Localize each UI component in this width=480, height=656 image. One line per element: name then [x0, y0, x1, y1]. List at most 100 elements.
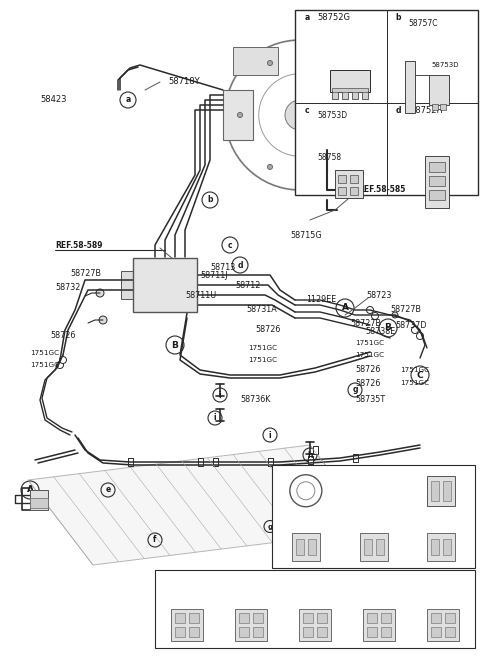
Bar [427, 476, 455, 506]
Text: 58672: 58672 [273, 472, 301, 480]
Circle shape [367, 307, 373, 313]
Bar [440, 104, 445, 110]
Text: i: i [214, 413, 216, 422]
Text: 31358P: 31358P [435, 577, 465, 586]
Text: 1751GC: 1751GC [355, 340, 384, 346]
Bar [429, 190, 444, 199]
Text: A: A [341, 304, 348, 312]
Bar [352, 91, 358, 99]
Bar [296, 539, 304, 555]
Text: A: A [26, 485, 34, 495]
Text: i: i [219, 390, 221, 400]
Text: 58715G: 58715G [290, 230, 322, 239]
Bar [431, 627, 441, 638]
Text: 31361H: 31361H [243, 577, 274, 586]
Bar [360, 533, 387, 562]
Text: 58727B: 58727B [350, 319, 381, 327]
Circle shape [372, 312, 379, 319]
Circle shape [96, 289, 104, 297]
Bar [375, 539, 384, 555]
Bar [171, 609, 203, 642]
Text: b: b [207, 195, 213, 205]
Text: 58711J: 58711J [200, 270, 228, 279]
Text: 58726: 58726 [255, 325, 280, 335]
Text: 1751GC: 1751GC [248, 345, 277, 351]
Text: h: h [335, 523, 340, 529]
Circle shape [285, 100, 315, 130]
Bar [338, 186, 346, 194]
Bar [350, 174, 358, 182]
Text: 58423: 58423 [40, 96, 67, 104]
Bar [175, 613, 185, 623]
Circle shape [99, 316, 107, 324]
Bar [429, 176, 444, 186]
Circle shape [57, 361, 63, 369]
Bar [128, 458, 132, 466]
Text: 58726: 58726 [355, 365, 380, 375]
Text: 58726: 58726 [355, 379, 380, 388]
Text: h: h [358, 577, 364, 586]
Circle shape [238, 112, 242, 117]
Text: 58736K: 58736K [240, 396, 270, 405]
Circle shape [267, 60, 273, 66]
Bar [267, 458, 273, 466]
Bar [431, 539, 439, 555]
Text: g: g [294, 577, 300, 586]
Bar [350, 186, 358, 194]
Bar [233, 47, 278, 75]
Text: 58753D: 58753D [317, 111, 347, 120]
Text: d: d [237, 260, 243, 270]
Bar [363, 609, 395, 642]
Text: 58732: 58732 [55, 283, 80, 293]
Text: 58753D: 58753D [432, 62, 459, 68]
Text: B: B [384, 323, 391, 333]
Text: g: g [352, 386, 358, 394]
Bar [342, 91, 348, 99]
Bar [332, 91, 338, 99]
Circle shape [327, 60, 333, 66]
Text: 58723: 58723 [366, 291, 391, 300]
Bar [133, 258, 197, 312]
Text: 1751GC: 1751GC [400, 380, 429, 386]
Bar [303, 627, 313, 638]
Bar [308, 456, 312, 464]
Text: 31358P: 31358P [409, 522, 438, 531]
Text: i: i [404, 523, 407, 529]
Bar [295, 10, 478, 195]
Text: 1751GC: 1751GC [30, 350, 59, 356]
Bar [301, 14, 313, 22]
Bar [335, 169, 363, 197]
Text: 58752H: 58752H [410, 106, 444, 115]
Text: 58711U: 58711U [185, 291, 216, 300]
Bar [330, 70, 370, 92]
Text: e: e [106, 485, 110, 495]
Circle shape [357, 481, 367, 491]
Circle shape [175, 262, 185, 272]
Text: 58738E: 58738E [365, 327, 395, 337]
Bar [393, 106, 405, 115]
Text: 58731A: 58731A [246, 306, 277, 314]
Text: f: f [231, 577, 235, 586]
Text: 31355A: 31355A [179, 577, 210, 586]
Bar [292, 533, 320, 562]
Circle shape [417, 333, 423, 340]
Bar [30, 490, 48, 510]
Text: 58713: 58713 [210, 262, 235, 272]
Text: 1751GC: 1751GC [30, 362, 59, 368]
Text: 58745: 58745 [274, 522, 298, 531]
Text: C: C [417, 371, 423, 380]
Text: 58757C: 58757C [408, 18, 438, 28]
Bar [253, 613, 263, 623]
Bar [223, 90, 253, 140]
Text: f: f [153, 535, 156, 544]
Circle shape [412, 327, 418, 333]
Bar [332, 88, 368, 92]
Text: B: B [171, 340, 179, 350]
Text: 58727B: 58727B [390, 306, 421, 314]
Circle shape [411, 327, 419, 333]
Bar [312, 446, 317, 454]
Bar [352, 454, 358, 462]
Bar [175, 627, 185, 638]
Text: 58745: 58745 [307, 577, 332, 586]
Bar [213, 458, 217, 466]
